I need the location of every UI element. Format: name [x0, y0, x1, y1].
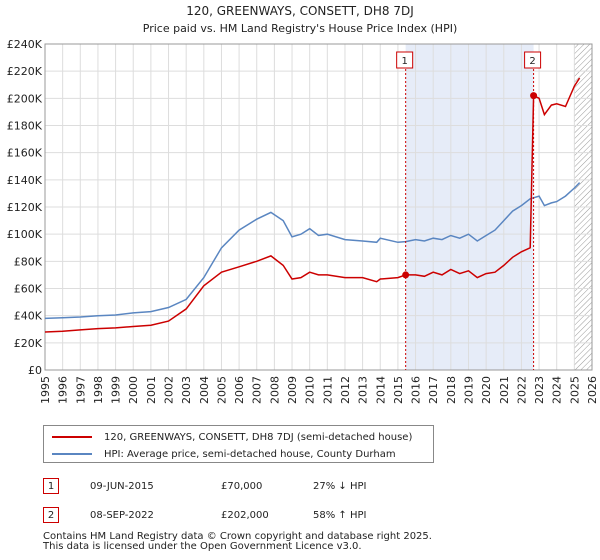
x-tick-label: 1997: [74, 376, 87, 404]
y-tick-label: £140K: [7, 174, 43, 187]
footer: Contains HM Land Registry data © Crown c…: [43, 532, 432, 552]
legend-red-line-icon: [52, 436, 92, 438]
x-tick-label: 2008: [268, 376, 281, 404]
y-tick-label: £20K: [14, 337, 43, 350]
y-tick-label: £100K: [7, 228, 43, 241]
transaction-badge: 1: [43, 478, 59, 494]
legend-label-property: 120, GREENWAYS, CONSETT, DH8 7DJ (semi-d…: [104, 431, 413, 443]
legend-label-hpi: HPI: Average price, semi-detached house,…: [104, 448, 396, 460]
transaction-row: 2 08-SEP-2022 £202,000 58% ↑ HPI: [43, 506, 366, 524]
x-tick-label: 2023: [533, 376, 546, 404]
x-tick-label: 2017: [427, 376, 440, 404]
x-tick-label: 2003: [180, 376, 193, 404]
legend: 120, GREENWAYS, CONSETT, DH8 7DJ (semi-d…: [43, 425, 434, 463]
y-tick-label: £240K: [7, 38, 43, 51]
transaction-row: 1 09-JUN-2015 £70,000 27% ↓ HPI: [43, 477, 366, 495]
y-tick-label: £160K: [7, 147, 43, 160]
x-tick-label: 2020: [480, 376, 493, 404]
footer-copyright: Contains HM Land Registry data © Crown c…: [43, 531, 432, 542]
x-tick-label: 2005: [215, 376, 228, 404]
sale-marker-box: [524, 51, 542, 69]
x-tick-label: 2006: [233, 376, 246, 404]
transaction-price: £202,000: [221, 509, 269, 521]
transaction-date: 09-JUN-2015: [90, 480, 154, 492]
y-tick-label: £0: [28, 364, 42, 377]
x-tick-label: 2015: [392, 376, 405, 404]
footer-license: This data is licensed under the Open Gov…: [43, 541, 362, 552]
x-tick-label: 1996: [57, 376, 70, 404]
x-tick-label: 1995: [39, 376, 52, 404]
x-tick-label: 1998: [92, 376, 105, 404]
x-tick-label: 2000: [127, 376, 140, 404]
transaction-badge: 2: [43, 507, 59, 523]
x-tick-label: 2013: [357, 376, 370, 404]
x-tick-label: 2004: [198, 376, 211, 404]
sale-marker-box: [396, 51, 414, 69]
sale-point: [530, 92, 538, 100]
y-tick-label: £60K: [14, 283, 43, 296]
transaction-price: £70,000: [221, 480, 263, 492]
chart-title: 120, GREENWAYS, CONSETT, DH8 7DJ: [186, 4, 414, 18]
x-tick-label: 2021: [498, 376, 511, 404]
plot-frame: [44, 43, 593, 371]
x-tick-label: 2018: [445, 376, 458, 404]
x-tick-label: 1999: [110, 376, 123, 404]
x-tick-label: 2001: [145, 376, 158, 404]
sale-marker-label: 2: [529, 56, 535, 67]
sale-marker-label: 1: [401, 56, 407, 67]
x-tick-label: 2019: [462, 376, 475, 404]
x-tick-label: 2012: [339, 376, 352, 404]
y-tick-label: £40K: [14, 310, 43, 323]
legend-item-property: 120, GREENWAYS, CONSETT, DH8 7DJ (semi-d…: [52, 429, 412, 445]
hpi-series-line: [45, 182, 581, 320]
x-tick-label: 2002: [163, 376, 176, 404]
y-tick-label: £180K: [7, 120, 43, 133]
x-tick-label: 2011: [321, 376, 334, 404]
x-tick-label: 2024: [551, 376, 564, 404]
transaction-date: 08-SEP-2022: [90, 509, 154, 521]
x-tick-label: 2014: [374, 376, 387, 404]
price-chart: 120, GREENWAYS, CONSETT, DH8 7DJ Price p…: [7, 4, 599, 404]
property-series-line: [45, 77, 581, 333]
x-tick-label: 2007: [251, 376, 264, 404]
sale-point: [402, 271, 410, 279]
chart-subtitle: Price paid vs. HM Land Registry's House …: [143, 22, 458, 35]
y-tick-label: £80K: [14, 255, 43, 268]
x-tick-label: 2009: [286, 376, 299, 404]
x-tick-label: 2025: [568, 376, 581, 404]
x-tick-label: 2026: [586, 376, 599, 404]
legend-item-hpi: HPI: Average price, semi-detached house,…: [52, 446, 396, 462]
y-tick-label: £120K: [7, 201, 43, 214]
y-tick-label: £200K: [7, 92, 43, 105]
x-tick-label: 2010: [304, 376, 317, 404]
x-tick-label: 2016: [410, 376, 423, 404]
transaction-hpi: 58% ↑ HPI: [313, 509, 367, 521]
legend-blue-line-icon: [52, 453, 92, 455]
transaction-hpi: 27% ↓ HPI: [313, 480, 367, 492]
x-tick-label: 2022: [515, 376, 528, 404]
y-tick-label: £220K: [7, 65, 43, 78]
